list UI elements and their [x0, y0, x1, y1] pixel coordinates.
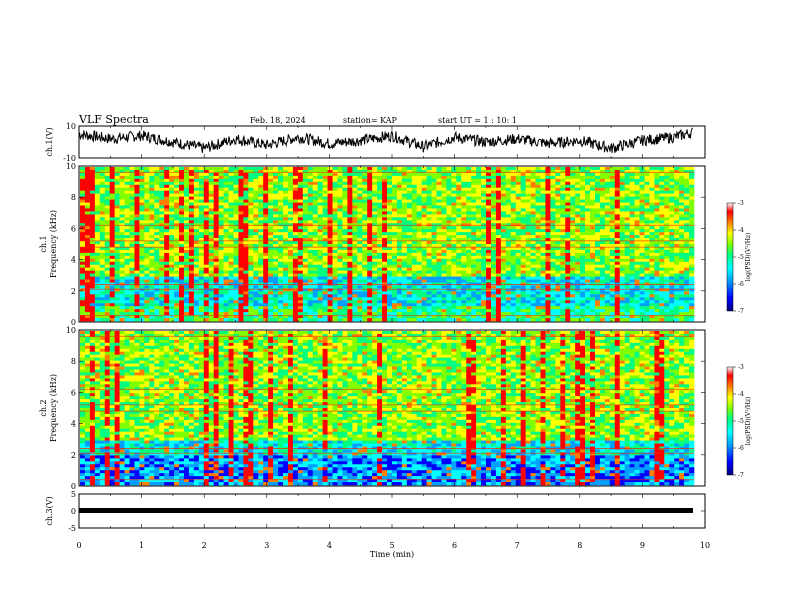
- colorbar-tick-label: -4: [738, 227, 744, 234]
- x-tick-label: 9: [640, 541, 645, 550]
- x-tick-label: 5: [389, 541, 394, 550]
- x-tick-label: 7: [515, 541, 520, 550]
- station-label: station= KAP: [343, 116, 397, 125]
- spectrogram-ch2-image: [80, 331, 695, 486]
- colorbar-tick-label: -3: [738, 364, 744, 371]
- ylabel-ch2-freq: Frequency (kHz): [49, 374, 58, 442]
- colorbar-tick-label: -7: [738, 472, 744, 479]
- colorbar-tick-label: -6: [738, 281, 744, 288]
- colorbar-tick-label: -4: [738, 391, 744, 398]
- colorbar-tick-label: -5: [738, 254, 744, 261]
- colorbar-tick-label: -5: [738, 418, 744, 425]
- y-tick-label: 4: [71, 256, 76, 265]
- y-tick-label: 0: [71, 318, 76, 327]
- colorbar-ch2: -3 -4 -5 -6 -7 log(PSD)(V²/Hz): [726, 364, 752, 479]
- x-tick-label: 3: [264, 541, 269, 550]
- x-tick-label: 8: [577, 541, 582, 550]
- ylabel-ch1-name: ch.1: [39, 235, 48, 252]
- y-tick-label: 4: [71, 420, 76, 429]
- colorbar-tick-label: -7: [738, 308, 744, 315]
- x-tick-label: 2: [202, 541, 207, 550]
- x-tick-label: 4: [327, 541, 332, 550]
- spectrogram-ch1-panel: [78, 165, 706, 323]
- y-tick-label: -10: [63, 154, 76, 163]
- ylabel-ch2-name: ch.2: [39, 399, 48, 416]
- y-tick-label: 0: [71, 482, 76, 491]
- colorbar-tick-label: -6: [738, 445, 744, 452]
- waveform-ch1-panel: [78, 125, 706, 159]
- ylabel-ch1: ch.1(V): [45, 127, 54, 156]
- waveform-ch3-panel: [78, 493, 706, 529]
- y-tick-label: 6: [71, 388, 76, 397]
- x-tick-label: 1: [139, 541, 144, 550]
- ylabel-ch1-freq: Frequency (kHz): [49, 210, 58, 278]
- x-tick-label: 0: [76, 541, 81, 550]
- start-time-label: start UT = 1 : 10: 1: [438, 116, 517, 125]
- y-tick-label: -5: [68, 524, 76, 533]
- spectrogram-ch2-panel: [78, 329, 706, 487]
- x-axis-label: Time (min): [370, 550, 414, 559]
- y-tick-label: 8: [71, 193, 76, 202]
- y-tick-label: 8: [71, 357, 76, 366]
- y-tick-label: 2: [71, 451, 76, 460]
- y-tick-label: 5: [71, 490, 76, 499]
- colorbar-tick-label: -3: [738, 200, 744, 207]
- spectrogram-ch1-image: [80, 167, 695, 322]
- waveform-ch3-line: [79, 508, 693, 513]
- waveform-ch1-line: [78, 127, 693, 154]
- x-tick-label: 6: [452, 541, 457, 550]
- ylabel-ch3: ch.3(V): [45, 496, 54, 525]
- y-tick-label: 6: [71, 224, 76, 233]
- x-tick-label: 10: [700, 541, 710, 550]
- colorbar-ch1-label: log(PSD)(V²/Hz): [745, 233, 752, 282]
- x-tick-labels: 0 1 2 3 4 5 6 7 8 9 10: [76, 541, 710, 550]
- date-label: Feb. 18, 2024: [250, 116, 306, 125]
- colorbar-ch1: -3 -4 -5 -6 -7 log(PSD)(V²/Hz): [726, 200, 752, 315]
- colorbar-ch2-label: log(PSD)(V²/Hz): [745, 397, 752, 446]
- y-tick-label: 0: [71, 507, 76, 516]
- y-tick-label: 10: [66, 326, 76, 335]
- y-tick-label: 10: [66, 122, 76, 131]
- chart-title: VLF Spectra: [79, 113, 149, 126]
- y-tick-label: 2: [71, 287, 76, 296]
- y-tick-label: 10: [66, 162, 76, 171]
